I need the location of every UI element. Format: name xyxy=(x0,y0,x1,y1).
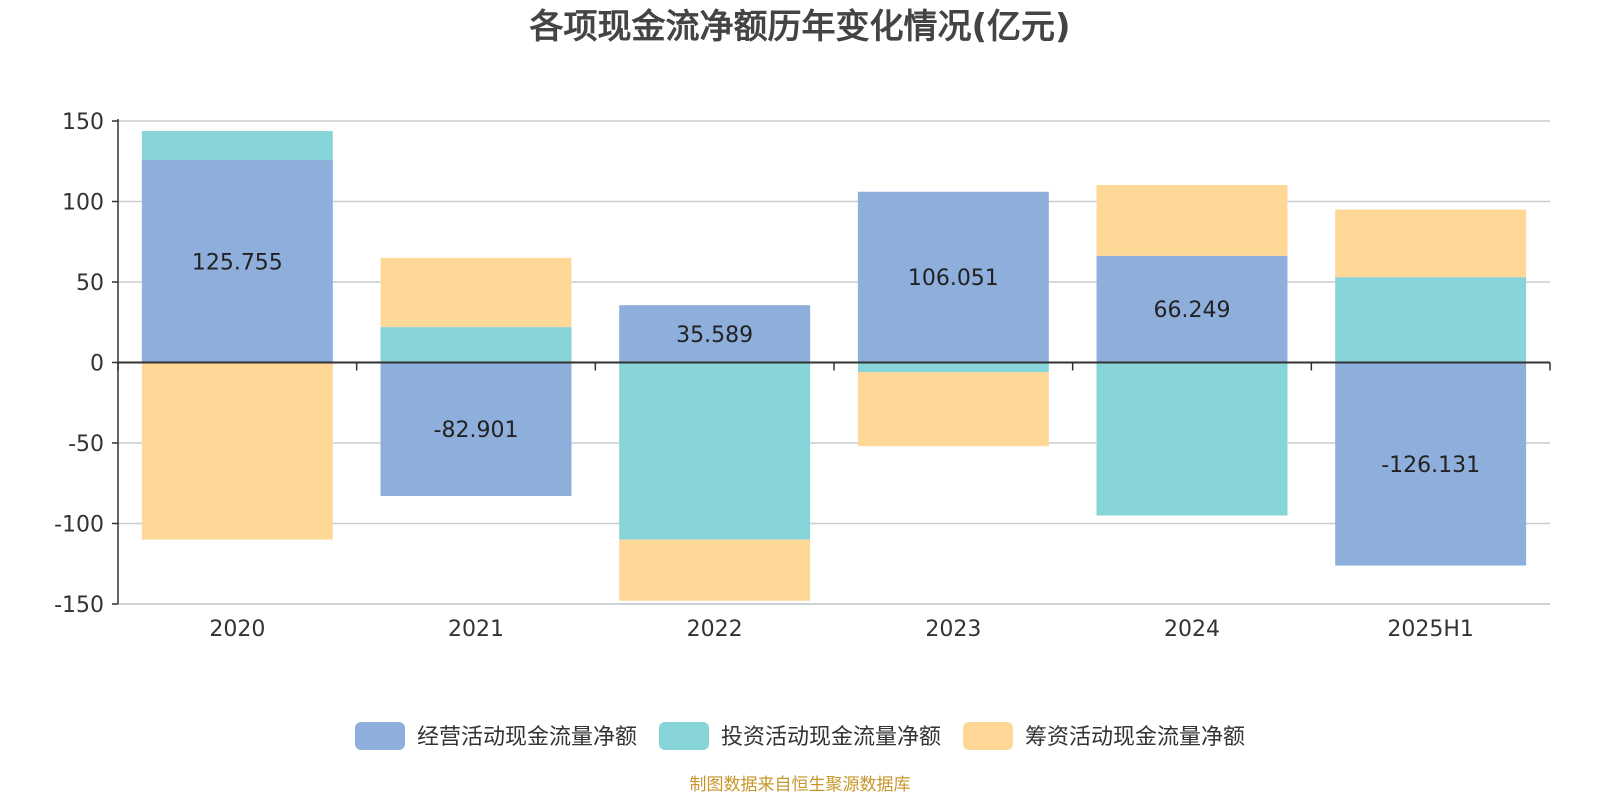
bar-2021-series-2 xyxy=(380,257,572,328)
bar-2020-series-1 xyxy=(141,131,333,161)
axes: 150 100 50 0 -50 -100 -150 2020 2021 2022 2023 2024… xyxy=(54,110,1551,642)
y-tick-label: 100 xyxy=(62,191,104,216)
bar-2024-series-2 xyxy=(1096,184,1288,256)
chart-title: 各项现金流净额历年变化情况(亿元) xyxy=(529,7,1070,47)
bar-2024-series-0 xyxy=(1096,255,1288,363)
bar-2020-series-0 xyxy=(141,160,333,363)
bar-2021-series-1 xyxy=(380,327,572,363)
y-tick-label: 0 xyxy=(90,352,104,377)
legend-label: 筹资活动现金流量净额 xyxy=(1025,725,1245,750)
bar-2021-series-0 xyxy=(380,362,572,496)
x-tick-label: 2023 xyxy=(925,617,981,642)
y-tick-label: -50 xyxy=(68,432,104,457)
bar-2023-series-2 xyxy=(857,372,1049,447)
bar-2023-series-1 xyxy=(857,362,1049,373)
legend: 经营活动现金流量净额 投资活动现金流量净额 筹资活动现金流量净额 xyxy=(355,722,1245,750)
x-tick-label: 2020 xyxy=(209,617,265,642)
x-tick-label: 2021 xyxy=(448,617,504,642)
source-note: 制图数据来自恒生聚源数据库 xyxy=(690,775,911,795)
bars xyxy=(141,131,1527,601)
bar-2025H1-series-1 xyxy=(1335,277,1527,363)
data-label: -126.131 xyxy=(1381,453,1480,478)
y-tick-label: -100 xyxy=(54,513,104,538)
legend-swatch xyxy=(963,722,1013,750)
x-tick-label: 2024 xyxy=(1164,617,1220,642)
bar-2023-series-0 xyxy=(857,191,1049,363)
bar-2020-series-2 xyxy=(141,362,333,540)
data-label: -82.901 xyxy=(434,418,519,443)
bar-2024-series-1 xyxy=(1096,362,1288,516)
legend-swatch xyxy=(659,722,709,750)
bar-2022-series-0 xyxy=(619,305,811,363)
data-label: 35.589 xyxy=(676,323,753,348)
bar-2022-series-1 xyxy=(619,362,811,540)
y-tick-label: 150 xyxy=(62,110,104,135)
data-labels: 125.755 -82.901 35.589 106.051 66.249 -126.13… xyxy=(192,250,1480,478)
data-label: 106.051 xyxy=(908,266,999,291)
bar-2022-series-2 xyxy=(619,539,811,601)
legend-label: 投资活动现金流量净额 xyxy=(721,725,941,750)
data-label: 66.249 xyxy=(1154,298,1231,323)
x-tick-label: 2025H1 xyxy=(1387,617,1474,642)
data-label: 125.755 xyxy=(192,250,283,275)
x-tick-label: 2022 xyxy=(687,617,743,642)
bar-2025H1-series-0 xyxy=(1335,362,1527,566)
bar-2025H1-series-2 xyxy=(1335,209,1527,278)
y-tick-label: 50 xyxy=(76,271,104,296)
legend-swatch xyxy=(355,722,405,750)
legend-label: 经营活动现金流量净额 xyxy=(417,725,637,750)
y-tick-label: -150 xyxy=(54,593,104,618)
